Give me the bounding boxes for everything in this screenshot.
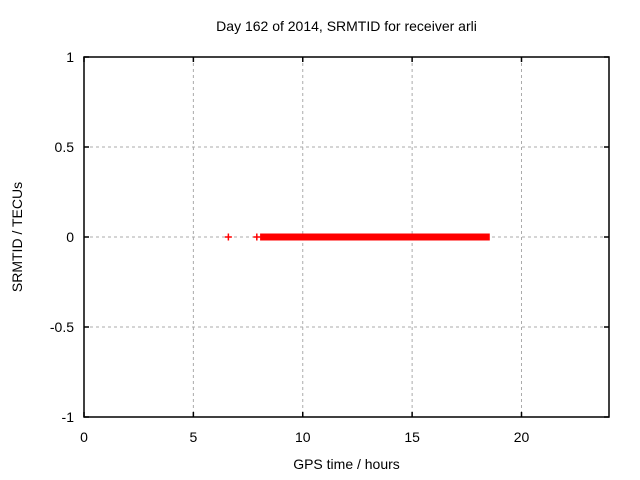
x-tick-label: 5	[189, 429, 198, 445]
plot-border	[83, 56, 610, 418]
x-axis-title: GPS time / hours	[293, 456, 400, 472]
y-tick-label: -0.5	[49, 319, 74, 335]
y-tick-label: 0.5	[54, 139, 74, 155]
y-tick-label: -1	[61, 409, 74, 425]
x-tick-label: 0	[80, 429, 88, 445]
chart-title: Day 162 of 2014, SRMTID for receiver arl…	[216, 18, 477, 34]
y-tick-label: 1	[66, 49, 74, 65]
x-tick-label: 20	[513, 429, 530, 445]
x-tick-label: 10	[294, 429, 311, 445]
x-tick-label: 15	[404, 429, 420, 445]
y-tick-label: 0	[66, 229, 74, 245]
